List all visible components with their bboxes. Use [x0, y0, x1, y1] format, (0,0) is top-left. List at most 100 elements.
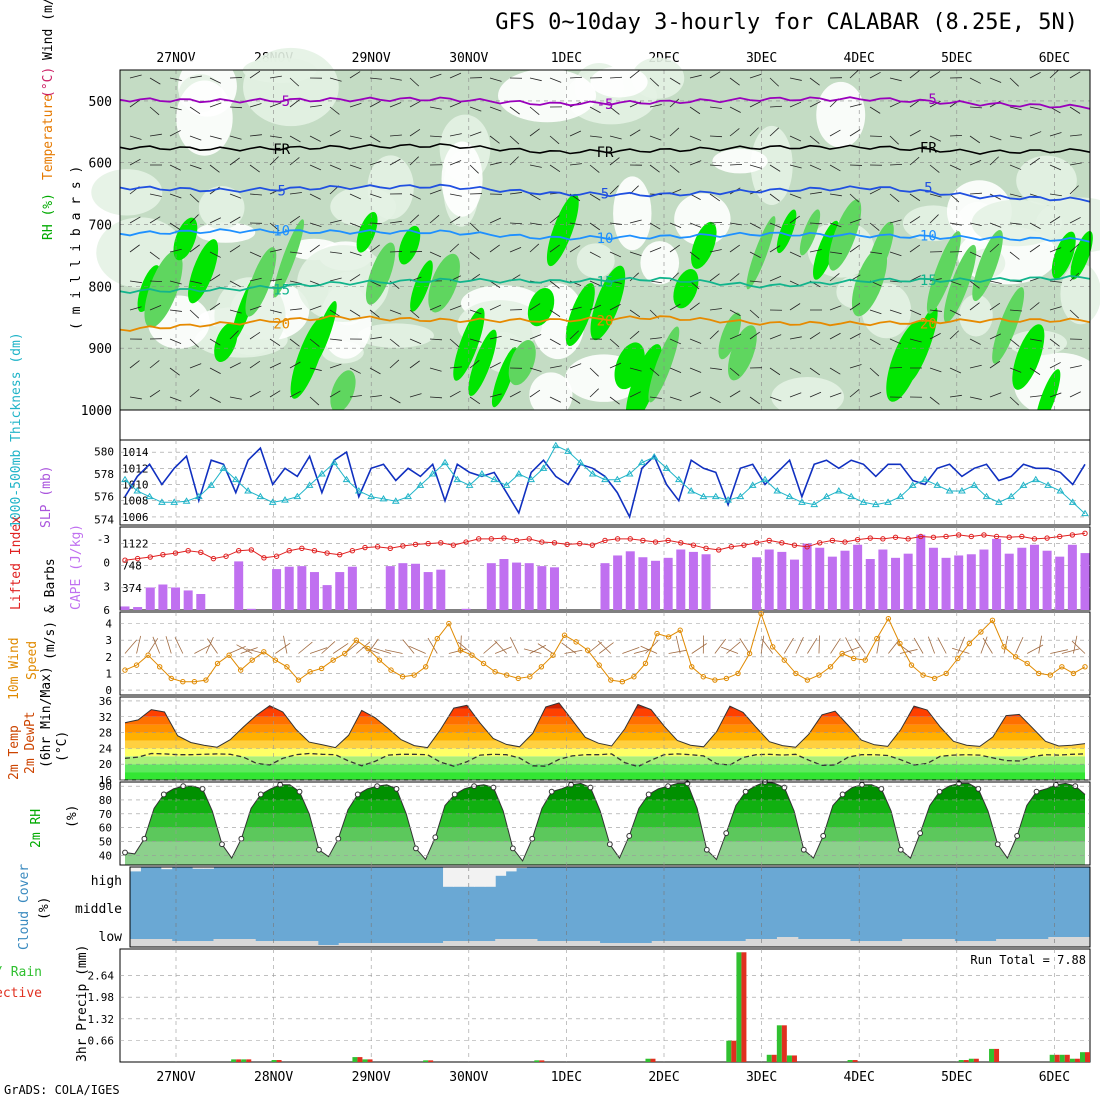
thickness-marker	[933, 481, 942, 488]
lifted-index-marker	[968, 533, 975, 540]
cape-bar	[676, 549, 686, 610]
contour-label: 15	[920, 273, 937, 289]
wind10m-barb	[807, 638, 818, 654]
wind-barb	[489, 393, 502, 398]
cloud-low-bar	[599, 943, 611, 947]
wind10m-marker	[608, 677, 614, 683]
lifted-index-marker	[892, 534, 899, 540]
wind-barb	[1009, 77, 1019, 87]
thickness-marker	[871, 500, 880, 508]
wind-barb	[1029, 367, 1041, 375]
temperature-contour	[119, 274, 1091, 294]
wind-barb	[769, 222, 782, 229]
rh-moist-patch	[508, 340, 536, 386]
wind-barb	[969, 396, 982, 400]
wind10m-marker	[827, 664, 834, 670]
rh2m-marker	[1014, 833, 1021, 839]
wind-barb	[1029, 222, 1041, 230]
wind-barb	[969, 251, 982, 258]
wind-barb	[929, 193, 942, 198]
wind10m-barb	[246, 648, 264, 654]
thickness-marker	[502, 481, 511, 488]
lifted-tick-label: -3	[97, 533, 110, 546]
wind-barb	[429, 106, 442, 110]
cloud-low-bar	[1016, 939, 1028, 947]
thickness-marker	[527, 475, 536, 483]
wind10m-marker	[527, 674, 533, 680]
cloud-unit-label: (%)	[37, 897, 52, 920]
wind-barb	[289, 390, 301, 398]
thickness-marker	[958, 487, 966, 494]
thickness-marker	[244, 487, 252, 494]
wind-barb	[689, 222, 702, 228]
wind-barb	[869, 188, 881, 195]
wind10m-barb	[888, 639, 900, 654]
wind-barb	[1029, 395, 1042, 398]
cape-bar	[246, 608, 256, 610]
cloud-low-bar	[223, 939, 235, 947]
wind-barb	[349, 193, 362, 200]
temp2m-tick-label: 20	[99, 758, 112, 771]
wind-barb	[949, 193, 960, 203]
pressure-tick-label: 700	[89, 219, 112, 234]
wind-barb	[469, 396, 481, 405]
wind-barb	[169, 77, 182, 81]
thickness-marker	[859, 498, 868, 505]
rh2m-shading	[125, 782, 1085, 865]
wind-barb	[529, 334, 542, 340]
wind10m-barb	[841, 646, 860, 654]
cape-bar	[613, 555, 623, 610]
rh2m-marker	[548, 788, 555, 795]
cloud-low-bar	[526, 939, 538, 947]
wind10m-barb	[721, 646, 739, 654]
wind-barb	[129, 158, 141, 166]
cape-bar	[234, 561, 244, 610]
wind-barb	[869, 135, 883, 137]
cloud-low-bar	[150, 939, 162, 947]
wind-barb	[589, 251, 601, 258]
wind10m-marker	[978, 629, 984, 635]
wind-barb	[909, 129, 921, 137]
cloud-low-bar	[286, 941, 298, 947]
rh-moist-patch	[273, 219, 305, 298]
thickness-marker	[908, 481, 917, 488]
temp2m-tick-label: 16	[99, 774, 112, 787]
cloud-low-bar	[422, 943, 434, 947]
contour-label: FR	[597, 145, 614, 161]
wind10m-marker	[492, 669, 498, 675]
cape-bar	[183, 590, 193, 610]
precip-total-bar	[766, 1054, 772, 1062]
lifted-index-marker	[918, 533, 924, 540]
wind10m-barb	[739, 638, 750, 654]
cloud-axis-label: Cloud Cover	[17, 864, 32, 950]
rh-moist-patch	[943, 244, 977, 323]
wind-barb	[709, 330, 719, 340]
precip-total-bar	[352, 1057, 358, 1062]
wind10m-barb	[165, 636, 172, 654]
cloud-low-bar	[411, 943, 423, 947]
wind-barb	[1049, 164, 1062, 171]
wind10m-barb	[980, 636, 988, 654]
wind10m-barb	[332, 643, 349, 654]
wind10m-marker	[793, 670, 799, 677]
wind-barb	[449, 193, 462, 197]
wind-barb	[689, 135, 702, 141]
lifted-index-marker	[513, 537, 520, 544]
wind10m-barb	[951, 647, 970, 654]
rh-moist-patch	[1051, 231, 1076, 279]
wind-barb	[889, 219, 902, 224]
lifted-index-marker	[703, 545, 709, 552]
wind-barb	[489, 135, 500, 144]
wind-barb	[549, 244, 560, 253]
wind-barb	[849, 244, 861, 253]
wind-barb	[489, 77, 502, 82]
thickness-marker	[367, 492, 376, 500]
wind-barb	[449, 243, 460, 253]
cloud-low-bar	[902, 939, 914, 947]
wind-barb	[709, 106, 722, 109]
rh-moist-patch	[356, 211, 378, 253]
cloud-low-bar	[641, 943, 653, 947]
thickness-marker	[625, 470, 634, 477]
thickness-marker	[145, 492, 154, 500]
precip-conv-bar	[246, 1059, 252, 1062]
